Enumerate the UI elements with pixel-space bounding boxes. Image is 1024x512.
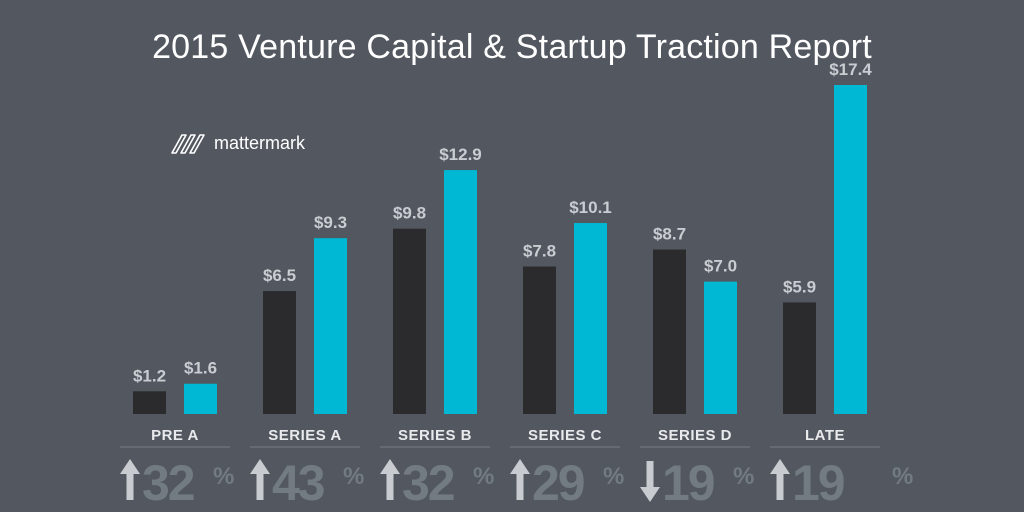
bar-value-label: $1.6 [184,359,217,378]
bar-value-label: $9.3 [314,213,347,232]
chart-title: 2015 Venture Capital & Startup Traction … [152,28,872,66]
bar-value-label: $9.8 [393,204,426,223]
bar [574,223,607,414]
change-unit: % [733,463,754,490]
bar [704,281,737,414]
category-label: SERIES D [658,427,732,444]
bar-value-label: $1.2 [133,366,166,385]
bar-value-label: $10.1 [569,198,612,217]
bar-value-label: $17.4 [829,60,872,79]
category-label: SERIES C [528,427,602,444]
category-label: LATE [805,427,845,444]
bar [523,266,556,414]
bar-value-label: $12.9 [439,145,482,164]
bar [184,383,217,414]
change-unit: % [343,463,364,490]
bar-value-label: $6.5 [263,266,296,285]
bar [834,85,867,414]
change-unit: % [603,463,624,490]
bar [393,228,426,414]
bar [263,291,296,414]
bar-value-label: $8.7 [653,225,686,244]
mattermark-logo-icon [171,134,205,154]
arrow-down-icon [640,461,660,502]
change-value: 32 [142,455,194,511]
bar-value-label: $7.0 [704,257,737,276]
bar [783,302,816,414]
brand-name: mattermark [214,132,306,153]
bar [653,249,686,414]
change-value: 29 [532,455,584,511]
bar [444,170,477,414]
brand-logo: mattermark [170,128,305,158]
arrow-up-icon [770,459,790,500]
bar-value-label: $5.9 [783,277,816,296]
bar [314,238,347,414]
change-unit: % [892,463,913,490]
bar-value-label: $7.8 [523,242,556,261]
arrow-up-icon [250,459,270,500]
bar [133,391,166,414]
category-label: SERIES B [398,427,472,444]
change-value: 19 [662,455,714,511]
change-unit: % [213,463,234,490]
change-value: 43 [272,455,324,511]
change-value: 19 [792,455,844,511]
arrow-up-icon [120,459,140,500]
category-label: PRE A [151,427,199,444]
change-unit: % [473,463,494,490]
category-label: SERIES A [268,427,341,444]
arrow-up-icon [380,459,400,500]
arrow-up-icon [510,459,530,500]
change-value: 32 [402,455,454,511]
